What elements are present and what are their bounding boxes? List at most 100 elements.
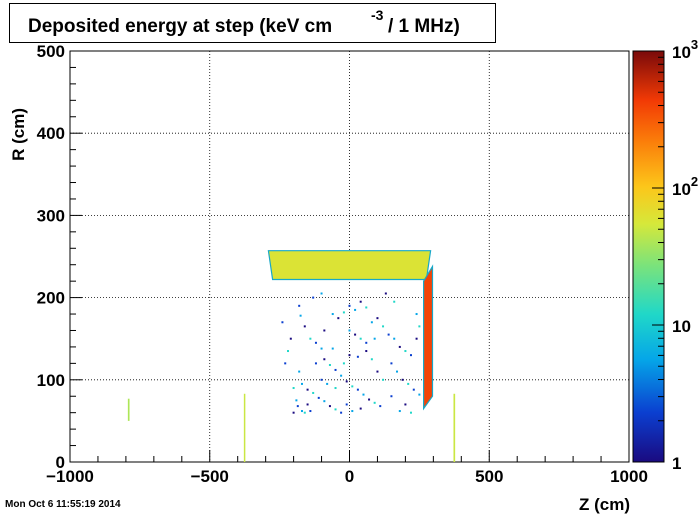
scatter-point xyxy=(384,292,387,295)
scatter-point xyxy=(365,306,368,309)
scatter-point xyxy=(334,368,337,371)
scatter-point xyxy=(345,403,348,406)
scatter-point xyxy=(382,325,385,328)
colorbar-tick-label: 10 xyxy=(672,317,691,336)
chart-title-box: Deposited energy at step (keV cm -3 / 1 … xyxy=(9,3,496,43)
scatter-point xyxy=(284,362,287,365)
scatter-point xyxy=(390,362,393,365)
scatter-points xyxy=(281,292,421,414)
scatter-point xyxy=(382,378,385,381)
scatter-point xyxy=(312,391,315,394)
scatter-point xyxy=(331,313,334,316)
scatter-point xyxy=(415,337,418,340)
scatter-point xyxy=(398,410,401,413)
scatter-point xyxy=(401,378,404,381)
x-tick-label: −1000 xyxy=(46,467,94,486)
scatter-point xyxy=(299,314,302,317)
scatter-point xyxy=(396,370,399,373)
scatter-point xyxy=(348,354,351,357)
data-regions xyxy=(127,250,456,462)
scatter-point xyxy=(306,403,309,406)
scatter-point xyxy=(320,347,323,350)
scatter-point xyxy=(412,388,415,391)
scatter-point xyxy=(323,400,326,403)
scatter-point xyxy=(328,405,331,408)
scatter-point xyxy=(342,362,345,365)
scatter-point xyxy=(362,393,365,396)
scatter-point xyxy=(303,411,306,414)
scatter-point xyxy=(407,382,410,385)
scatter-point xyxy=(287,350,290,353)
scatter-point xyxy=(348,304,351,307)
heat-region xyxy=(243,393,246,462)
heat-region xyxy=(267,250,432,281)
scatter-point xyxy=(393,337,396,340)
chart-title-exponent: -3 xyxy=(371,7,384,23)
scatter-point xyxy=(300,410,303,413)
y-tick-label: 100 xyxy=(37,371,65,390)
scatter-point xyxy=(292,387,295,390)
scatter-point xyxy=(404,403,407,406)
scatter-point xyxy=(351,410,354,413)
scatter-point xyxy=(356,388,359,391)
y-tick-label: 500 xyxy=(37,42,65,61)
scatter-point xyxy=(314,362,317,365)
scatter-point xyxy=(387,333,390,336)
x-tick-label: 1000 xyxy=(610,467,648,486)
scatter-point xyxy=(312,296,315,299)
scatter-point xyxy=(404,350,407,353)
colorbar-tick-label: 103 xyxy=(672,37,698,62)
colorbar-tick-label: 102 xyxy=(672,174,698,199)
y-tick-label: 0 xyxy=(56,453,65,472)
scatter-point xyxy=(359,407,362,410)
scatter-point xyxy=(359,337,362,340)
scatter-point xyxy=(354,308,357,311)
scatter-point xyxy=(348,329,351,332)
scatter-point xyxy=(289,337,292,340)
x-axis: −1000 −500 0 500 1000 xyxy=(46,450,648,486)
scatter-point xyxy=(393,300,396,303)
scatter-point xyxy=(328,364,331,367)
scatter-point xyxy=(340,411,343,414)
scatter-point xyxy=(365,350,368,353)
scatter-point xyxy=(368,398,371,401)
grid-lines xyxy=(70,51,629,462)
scatter-point xyxy=(298,370,301,373)
scatter-point xyxy=(376,370,379,373)
scatter-point xyxy=(379,405,382,408)
scatter-point xyxy=(340,374,343,377)
scatter-point xyxy=(409,411,412,414)
scatter-point xyxy=(415,313,418,316)
scatter-point xyxy=(334,408,337,411)
x-tick-label: 0 xyxy=(345,467,354,486)
scatter-point xyxy=(300,382,303,385)
scatter-point xyxy=(365,341,368,344)
x-tick-label: −500 xyxy=(191,467,229,486)
scatter-point xyxy=(314,341,317,344)
scatter-point xyxy=(373,337,376,340)
scatter-point xyxy=(342,311,345,314)
y-tick-label: 400 xyxy=(37,124,65,143)
scatter-point xyxy=(345,380,348,383)
timestamp: Mon Oct 6 11:55:19 2014 xyxy=(5,499,121,510)
colorbar xyxy=(632,50,665,463)
scatter-point xyxy=(295,399,298,402)
scatter-point xyxy=(323,358,326,361)
scatter-point xyxy=(418,325,421,328)
scatter-point xyxy=(323,329,326,332)
scatter-point xyxy=(418,393,421,396)
scatter-point xyxy=(409,354,412,357)
scatter-point xyxy=(317,396,320,399)
scatter-point xyxy=(298,304,301,307)
scatter-point xyxy=(351,385,354,388)
scatter-point xyxy=(359,300,362,303)
chart-title-rest: / 1 MHz) xyxy=(388,16,460,37)
scatter-point xyxy=(309,337,312,340)
heat-region xyxy=(423,264,434,411)
scatter-point xyxy=(390,395,393,398)
scatter-point xyxy=(334,387,337,390)
scatter-point xyxy=(370,321,373,324)
y-tick-label: 300 xyxy=(37,206,65,225)
scatter-point xyxy=(356,355,359,358)
scatter-point xyxy=(320,292,323,295)
